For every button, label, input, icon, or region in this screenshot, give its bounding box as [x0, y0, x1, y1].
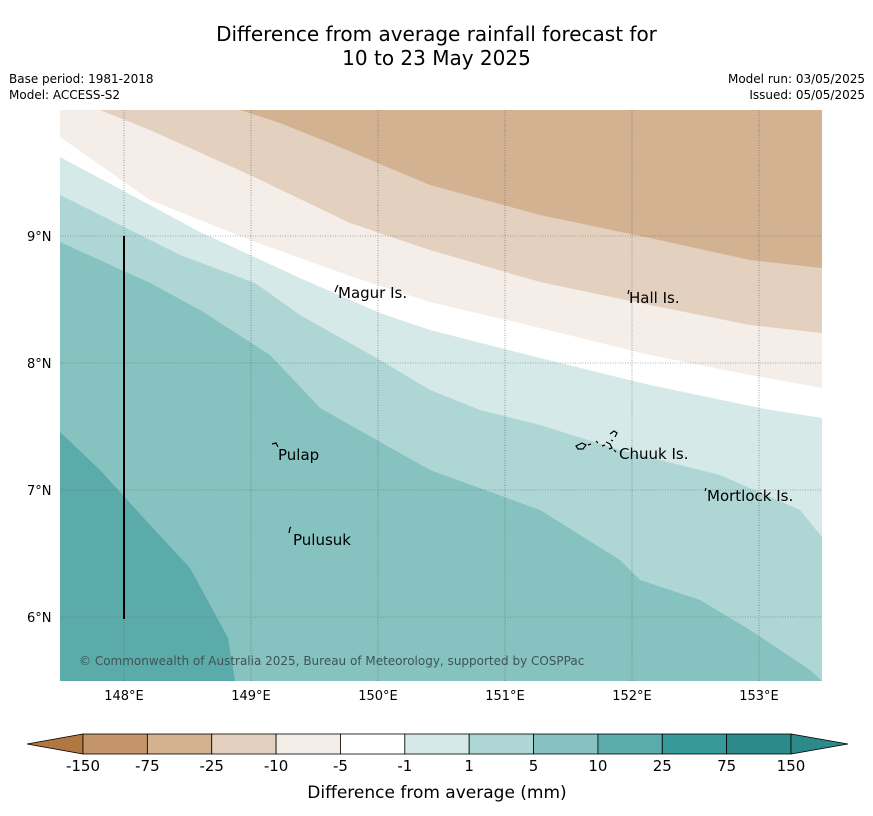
- place-label-hall: Hall Is.: [629, 289, 680, 307]
- chuuk-lagoon-outline: [575, 430, 618, 453]
- contour-25-75: [60, 432, 235, 681]
- colorbar-tick-label: 1: [464, 757, 474, 775]
- place-label-pulap: Pulap: [278, 446, 319, 464]
- colorbar-extend-high: [790, 733, 849, 755]
- rainfall-contours: [60, 110, 822, 681]
- colorbar-tick-label: 5: [529, 757, 539, 775]
- place-label-chuuk: Chuuk Is.: [619, 445, 688, 463]
- map-title-line1: Difference from average rainfall forecas…: [216, 22, 657, 46]
- place-label-mortlock: Mortlock Is.: [707, 487, 793, 505]
- model-label: Model: ACCESS-S2: [9, 88, 121, 102]
- lat-tick: 6°N: [27, 611, 52, 626]
- colorbar-segment: [404, 733, 470, 755]
- place-label-magur: Magur Is.: [338, 284, 407, 302]
- colorbar-segment: [468, 733, 534, 755]
- lat-tick: 9°N: [27, 230, 52, 245]
- hall-island-mark: [627, 289, 630, 295]
- meta-right: Model run: 03/05/2025 Issued: 05/05/2025: [728, 71, 865, 103]
- colorbar-tick-label: 10: [588, 757, 607, 775]
- lon-tick: 150°E: [358, 689, 398, 704]
- colorbar-tick-label: 25: [653, 757, 672, 775]
- lon-ticks: 148°E 149°E 150°E 151°E 152°E 153°E: [104, 689, 779, 704]
- map-title-line2: 10 to 23 May 2025: [342, 46, 531, 70]
- colorbar-tick-label: -75: [135, 757, 160, 775]
- colorbar-extend-low: [26, 733, 84, 755]
- colorbar-segment: [146, 733, 213, 755]
- lon-tick: 148°E: [104, 689, 144, 704]
- contour-minus25-minus10: [240, 110, 822, 268]
- graticule: [60, 110, 822, 681]
- lon-tick: 151°E: [485, 689, 525, 704]
- colorbar-segment: [275, 733, 341, 755]
- colorbar-tick-label: -150: [66, 757, 100, 775]
- base-period-label: Base period: 1981-2018: [9, 72, 154, 86]
- lat-tick: 8°N: [27, 357, 52, 372]
- colorbar-segment: [82, 733, 148, 755]
- colorbar-segment: [211, 733, 277, 755]
- colorbar-segment: [533, 733, 599, 755]
- lat-ticks: 9°N 8°N 7°N 6°N: [27, 230, 52, 626]
- colorbar-title: Difference from average (mm): [307, 783, 566, 803]
- lon-tick: 153°E: [739, 689, 779, 704]
- lon-tick: 149°E: [231, 689, 271, 704]
- colorbar-tick-label: -1: [397, 757, 412, 775]
- copyright-notice: © Commonwealth of Australia 2025, Bureau…: [79, 654, 584, 668]
- colorbar: -150 -75 -25 -10 -5 -1 1 5 10 25 75 150: [26, 733, 849, 775]
- colorbar-segment: [340, 733, 406, 755]
- colorbar-tick-label: -10: [264, 757, 289, 775]
- lon-tick: 152°E: [612, 689, 652, 704]
- map-title: Difference from average rainfall forecas…: [0, 22, 873, 70]
- pulap-island-mark: [271, 442, 279, 448]
- mortlock-island-mark: [704, 487, 707, 492]
- colorbar-tick-label: -25: [199, 757, 224, 775]
- colorbar-segment: [661, 733, 728, 755]
- issued-label: Issued: 05/05/2025: [749, 88, 865, 102]
- lat-tick: 7°N: [27, 484, 52, 499]
- colorbar-tick-label: -5: [333, 757, 348, 775]
- colorbar-segment: [726, 733, 792, 755]
- colorbar-tick-label: 150: [777, 757, 806, 775]
- model-run-label: Model run: 03/05/2025: [727, 72, 865, 86]
- pulusuk-island-mark: [288, 526, 292, 534]
- colorbar-tick-label: 75: [717, 757, 736, 775]
- island-outlines: [271, 284, 707, 534]
- colorbar-segment: [597, 733, 663, 755]
- magur-island-mark: [334, 284, 339, 293]
- place-label-pulusuk: Pulusuk: [293, 531, 351, 549]
- meta-left: Base period: 1981-2018 Model: ACCESS-S2: [9, 71, 154, 103]
